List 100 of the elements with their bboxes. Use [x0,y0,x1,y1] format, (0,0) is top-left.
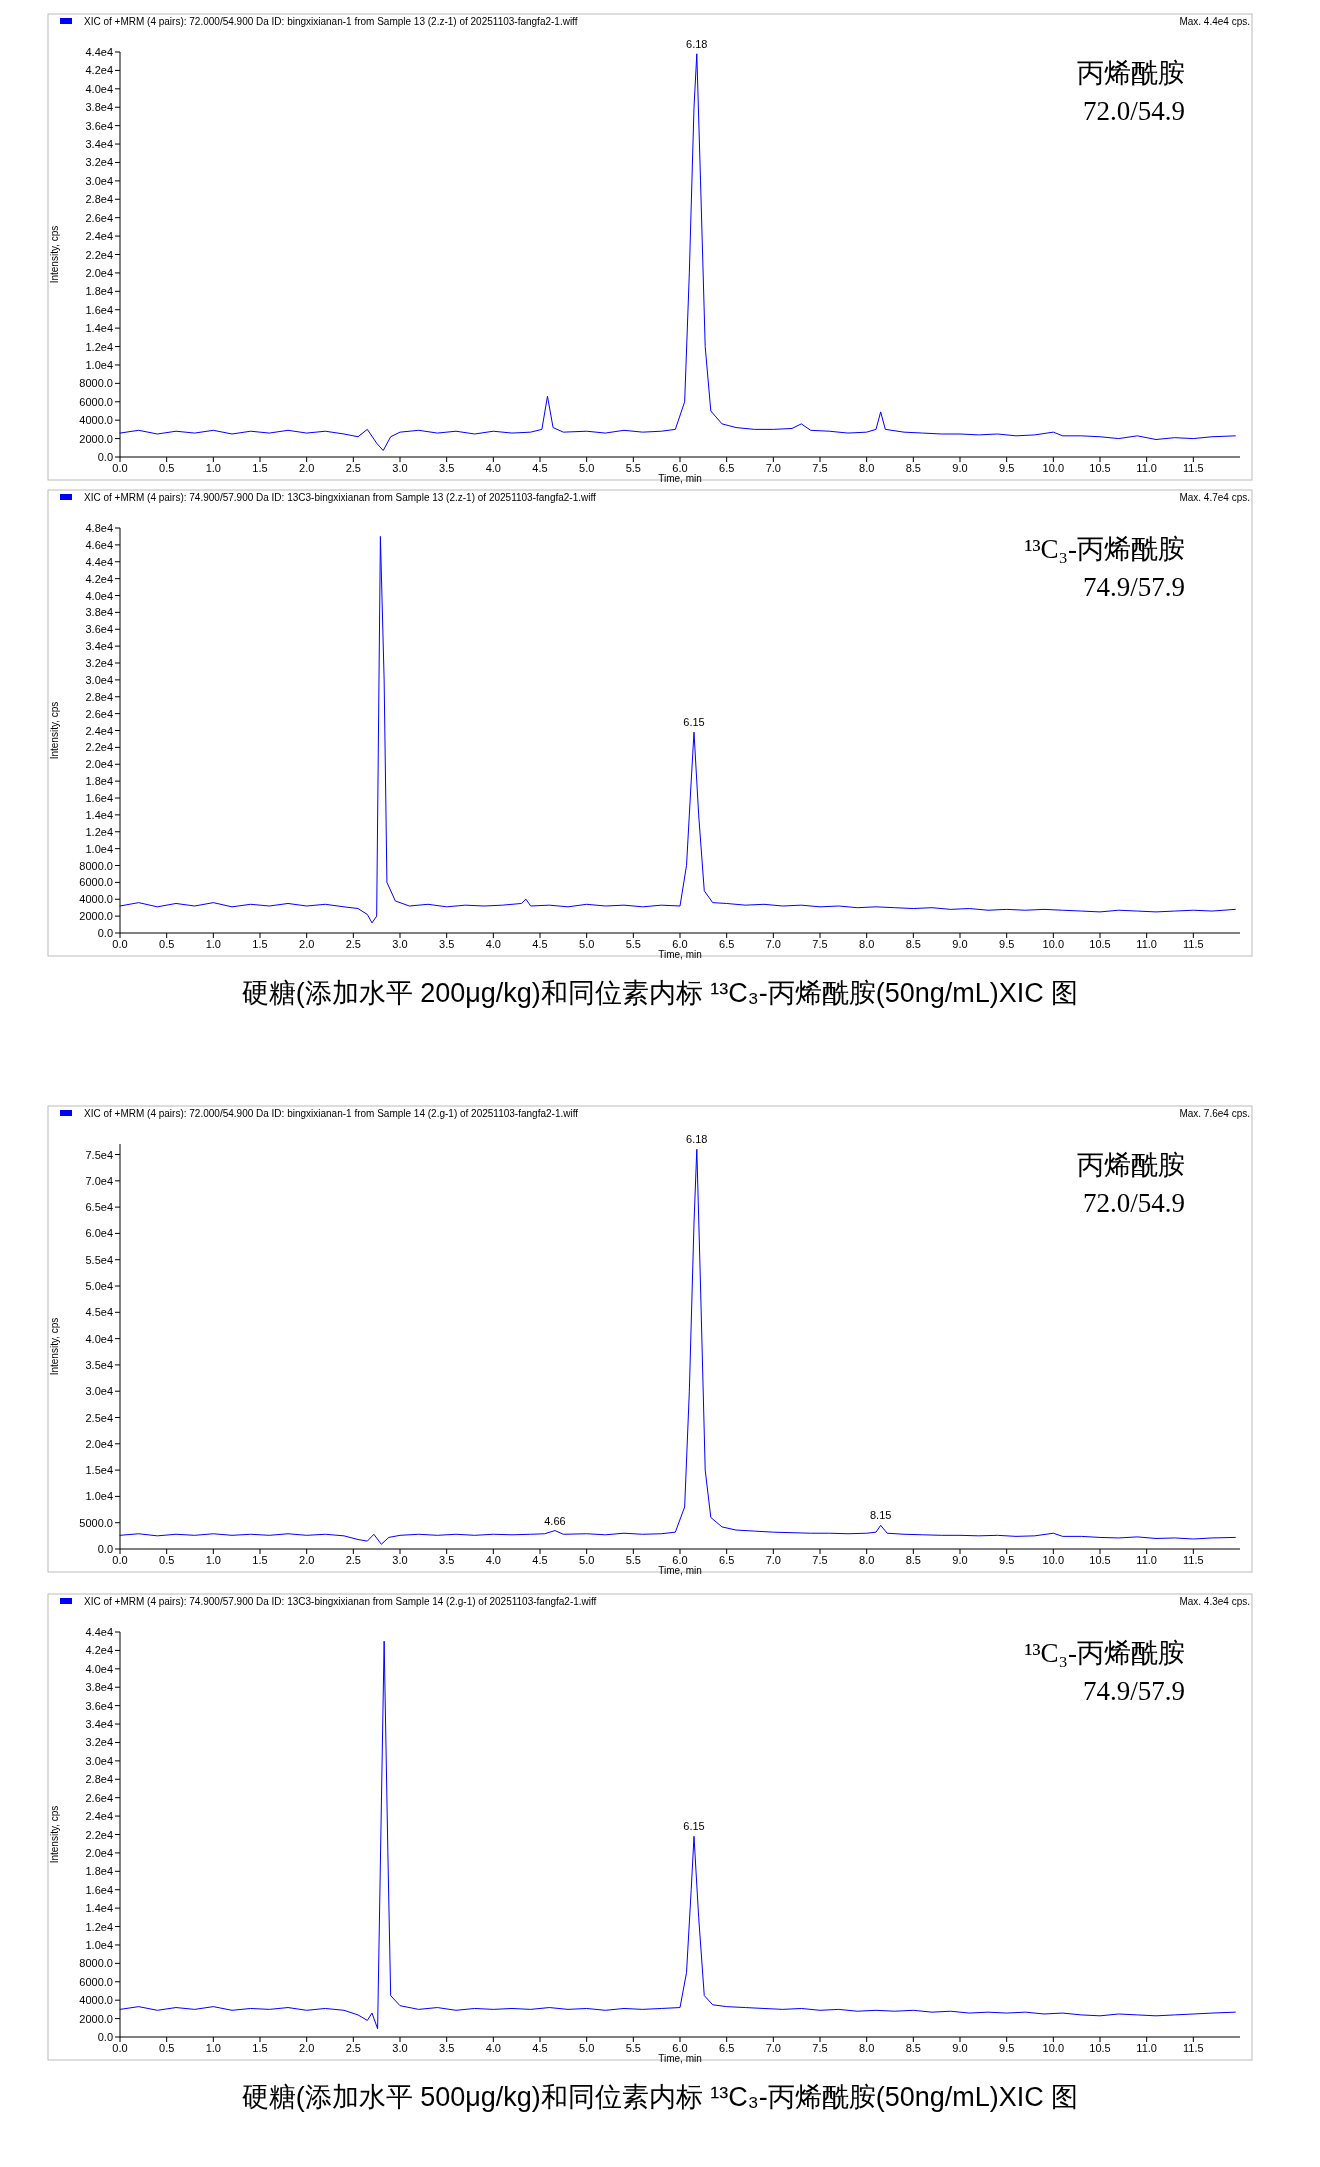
x-tick-label: 11.5 [1183,2042,1204,2054]
x-tick-label: 10.5 [1089,462,1111,474]
y-tick-label: 2.8e4 [85,690,113,703]
y-tick-label: 1.8e4 [85,285,113,298]
x-tick-label: 4.5 [532,938,548,950]
x-tick-label: 11.0 [1136,938,1157,950]
y-tick-label: 1.5e4 [85,1464,113,1477]
y-tick-label: 1.0e4 [85,358,113,371]
annotation: 6.18 [686,1133,708,1146]
x-tick-label: 7.0 [765,938,781,950]
y-tick-label: 5000.0 [79,1516,113,1529]
x-tick-label: 11.5 [1183,462,1204,474]
x-tick-label: 8.0 [859,938,875,950]
y-tick-label: 7.0e4 [85,1174,113,1187]
x-tick-label: 3.0 [392,462,408,474]
x-tick-label: 6.5 [719,2042,735,2054]
x-tick-label: 2.0 [299,938,315,950]
x-tick-label: 6.0 [672,2042,688,2054]
x-tick-label: 7.5 [812,1554,828,1566]
x-tick-label: 4.0 [485,1554,501,1566]
y-tick-label: 0.0 [97,1543,113,1555]
x-tick-label: 3.5 [439,2042,455,2054]
x-tick-label: 4.5 [532,2042,548,2054]
y-tick-label: 2000.0 [79,432,113,445]
x-tick-label: 0.0 [112,938,128,950]
y-tick-label: 3.5e4 [85,1358,113,1371]
x-tick-label: 10.0 [1042,938,1065,950]
y-tick-label: 3.0e4 [85,174,113,187]
x-tick-label: 6.0 [672,462,688,474]
y-axis-title: Intensity, cps [49,225,60,284]
y-tick-label: 2.4e4 [85,230,113,243]
x-tick-label: 0.5 [159,1554,175,1566]
x-tick-label: 0.0 [112,462,128,474]
x-tick-label: 9.5 [999,1554,1015,1566]
y-tick-label: 4.4e4 [85,46,113,58]
x-tick-label: 2.5 [345,1554,361,1566]
y-tick-label: 3.6e4 [85,623,113,636]
x-tick-label: 5.0 [579,2042,595,2054]
y-axis-title: Intensity, cps [49,1805,60,1864]
y-tick-label: 5.5e4 [85,1253,113,1266]
x-tick-label: 8.5 [905,1554,921,1566]
y-tick-label: 4.5e4 [85,1306,113,1319]
y-tick-label: 2.6e4 [85,1791,113,1804]
x-tick-label: 5.5 [625,1554,641,1566]
x-tick-label: 5.0 [579,462,595,474]
annotation: 6.18 [686,37,708,50]
x-tick-label: 1.0 [205,1554,221,1566]
y-tick-label: 1.4e4 [85,322,113,335]
y-tick-label: 3.6e4 [85,119,113,132]
y-tick-label: 3.8e4 [85,606,113,619]
x-axis-title: Time, min [658,949,702,960]
y-tick-label: 0.0 [97,927,113,939]
y-tick-label: 4000.0 [79,414,113,427]
chart-subtitle: Max. 4.4e4 cps. [1179,16,1250,27]
text: 硬糖(添加水平 500μg/kg)和同位素内标 ¹³C₃-丙烯酰胺(50ng/mL)XIC 图 [241,2082,1079,2112]
x-tick-label: 8.5 [905,938,921,950]
x-tick-label: 3.0 [392,1554,408,1566]
x-axis-title: Time, min [658,1565,702,1576]
x-tick-label: 2.0 [299,462,315,474]
chart-title: XIC of +MRM (4 pairs): 74.900/57.900 Da ID: 13C3-bingxixianan from Sample 14 (2.g-1) of 20251103-fangfa2-1.wiff [84,1596,597,1607]
x-tick-label: 8.5 [905,462,921,474]
y-tick-label: 1.2e4 [85,1920,113,1933]
y-tick-label: 2.8e4 [85,1773,113,1786]
y-tick-label: 2.2e4 [85,741,113,754]
y-tick-label: 2.4e4 [85,724,113,737]
y-tick-label: 3.8e4 [85,1681,113,1694]
y-tick-label: 2.0e4 [85,1846,113,1859]
x-tick-label: 0.5 [159,2042,175,2054]
y-tick-label: 4.6e4 [85,538,113,551]
annotation: 6.15 [683,716,705,729]
y-tick-label: 3.8e4 [85,101,113,114]
x-tick-label: 11.5 [1183,938,1204,950]
y-tick-label: 3.4e4 [85,1718,113,1731]
x-tick-label: 4.5 [532,1554,548,1566]
y-tick-label: 2000.0 [79,910,113,923]
x-axis-title: Time, min [658,2053,702,2064]
x-tick-label: 9.0 [952,938,968,950]
chart-subtitle: Max. 4.3e4 cps. [1179,1596,1250,1607]
x-tick-label: 3.0 [392,938,408,950]
y-tick-label: 2.2e4 [85,248,113,261]
y-tick-label: 8000.0 [79,1957,113,1970]
y-tick-label: 3.6e4 [85,1699,113,1712]
x-tick-label: 3.0 [392,2042,408,2054]
line-series [119,1640,1236,2030]
x-tick-label: 4.5 [532,462,548,474]
x-tick-label: 9.5 [999,938,1015,950]
x-tick-label: 9.5 [999,2042,1015,2054]
x-tick-label: 1.5 [252,2042,268,2054]
annotation: ¹³C₃-丙烯酰胺 [1024,534,1185,564]
x-tick-label: 6.5 [719,1554,735,1566]
y-tick-label: 6000.0 [79,1975,113,1988]
y-tick-label: 1.0e4 [85,842,113,855]
x-tick-label: 9.0 [952,1554,968,1566]
x-tick-label: 7.0 [765,462,781,474]
chart-subtitle: Max. 7.6e4 cps. [1179,1108,1250,1119]
y-tick-label: 1.6e4 [85,792,113,804]
y-tick-label: 3.0e4 [85,1754,113,1767]
x-tick-label: 11.0 [1136,2042,1157,2054]
annotation: 4.66 [544,1514,566,1527]
x-tick-label: 8.0 [859,462,875,474]
